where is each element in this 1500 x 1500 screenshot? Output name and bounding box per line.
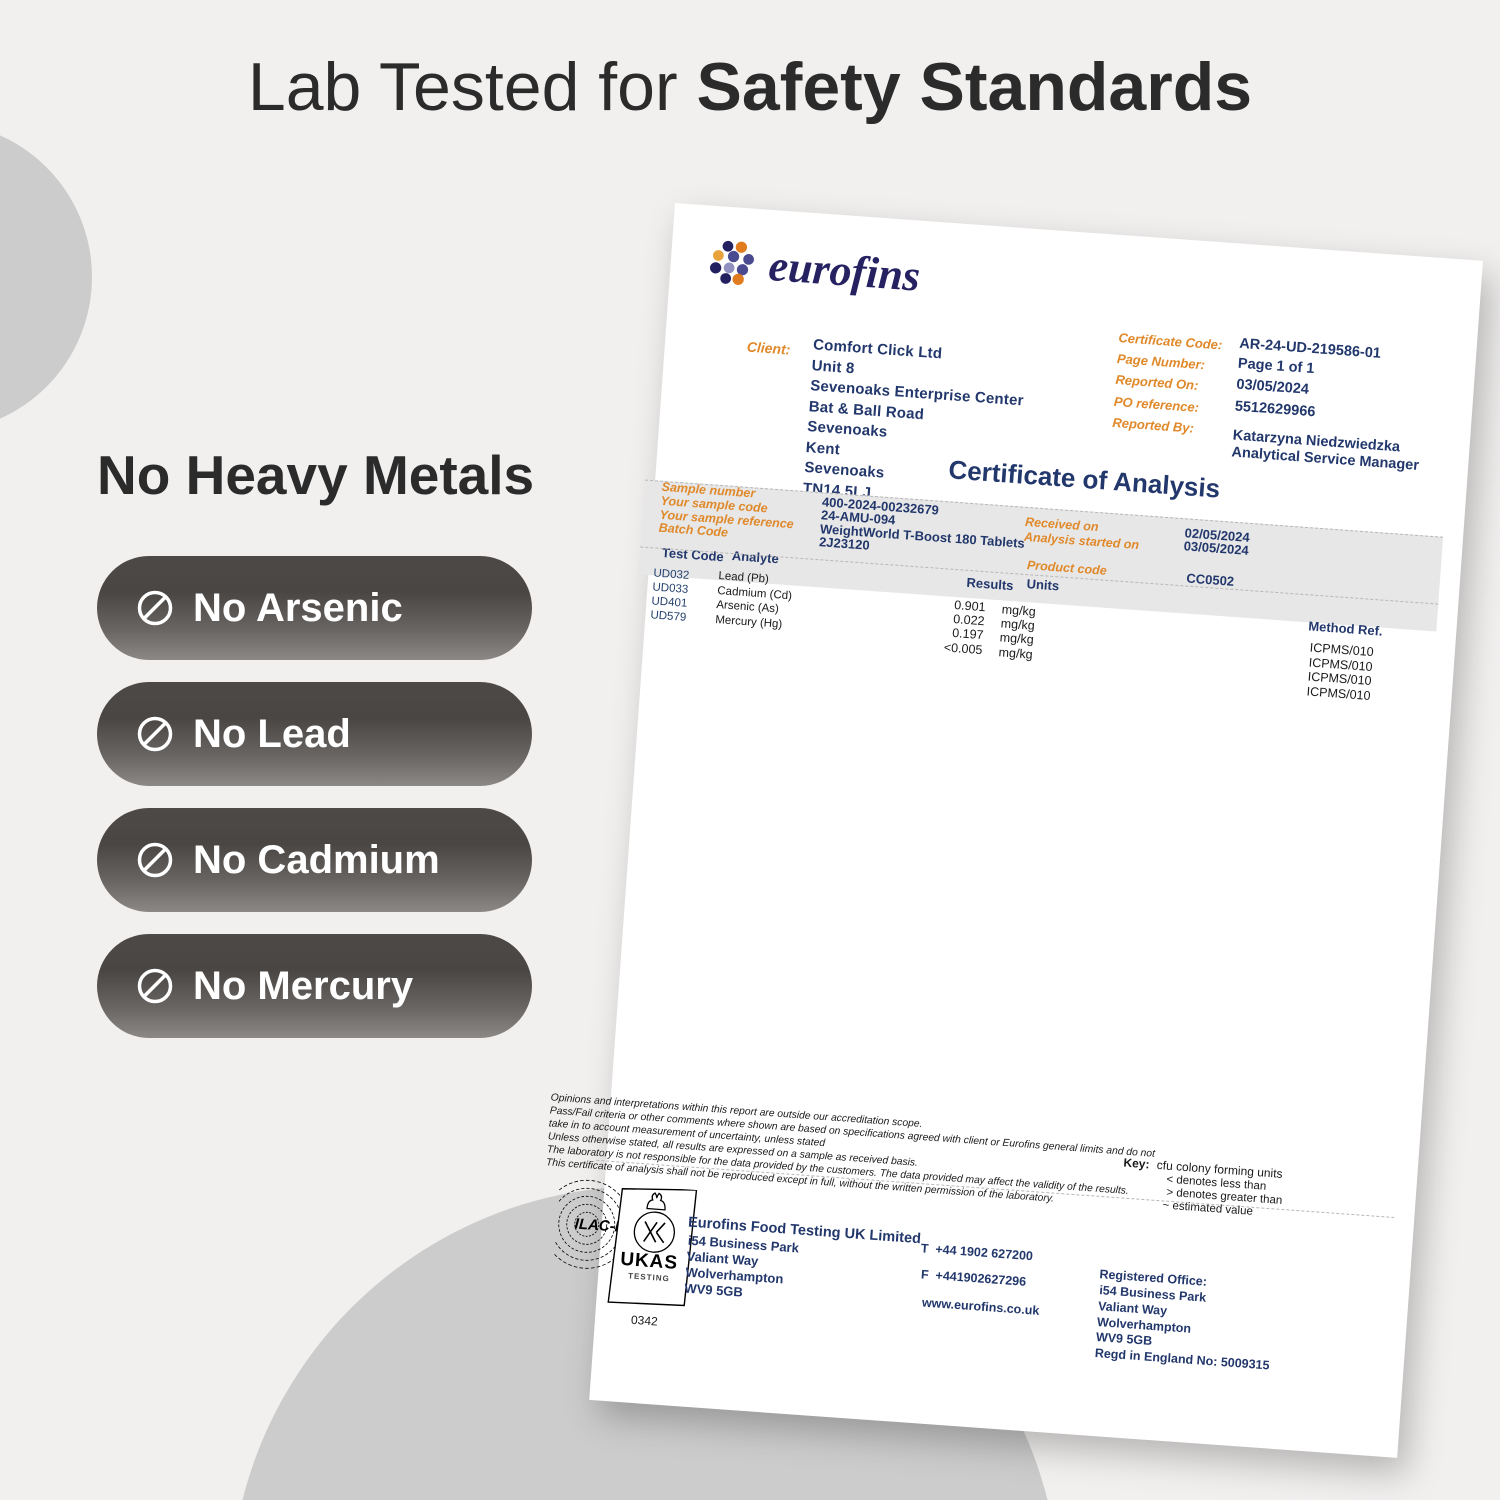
svg-text:UKAS: UKAS [620, 1249, 679, 1274]
